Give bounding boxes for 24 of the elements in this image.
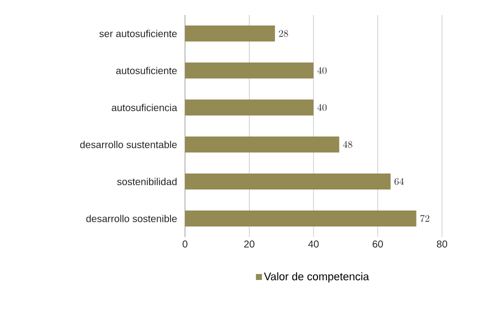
data-label: 48 bbox=[343, 140, 352, 148]
data-label: 28 bbox=[278, 30, 288, 37]
y-tick-label: ser autosuficiente bbox=[99, 30, 177, 38]
x-tick-label: 40 bbox=[308, 240, 319, 248]
bar bbox=[185, 62, 314, 79]
x-tick-label: 20 bbox=[244, 240, 254, 248]
legend-label: Valor de competencia bbox=[264, 272, 370, 282]
y-tick-label: autosuficiencia bbox=[112, 104, 178, 112]
x-tick-label: 80 bbox=[436, 240, 448, 248]
data-label: 40 bbox=[317, 104, 327, 111]
bar bbox=[185, 136, 340, 153]
y-tick-label: desarrollo sostenible bbox=[86, 214, 177, 222]
bar bbox=[185, 210, 416, 227]
x-tick-label: 60 bbox=[372, 240, 383, 248]
data-label: 40 bbox=[317, 66, 327, 74]
y-tick-label: desarrollo sustentable bbox=[80, 140, 177, 148]
y-tick-label: autosuficiente bbox=[116, 66, 177, 74]
bar bbox=[185, 100, 314, 116]
data-label: 64 bbox=[394, 178, 404, 185]
bar bbox=[185, 26, 275, 42]
x-tick-label: 0 bbox=[182, 240, 188, 248]
bar bbox=[185, 174, 391, 190]
y-tick-label: sostenibilidad bbox=[117, 178, 177, 186]
data-label: 72 bbox=[420, 214, 430, 222]
